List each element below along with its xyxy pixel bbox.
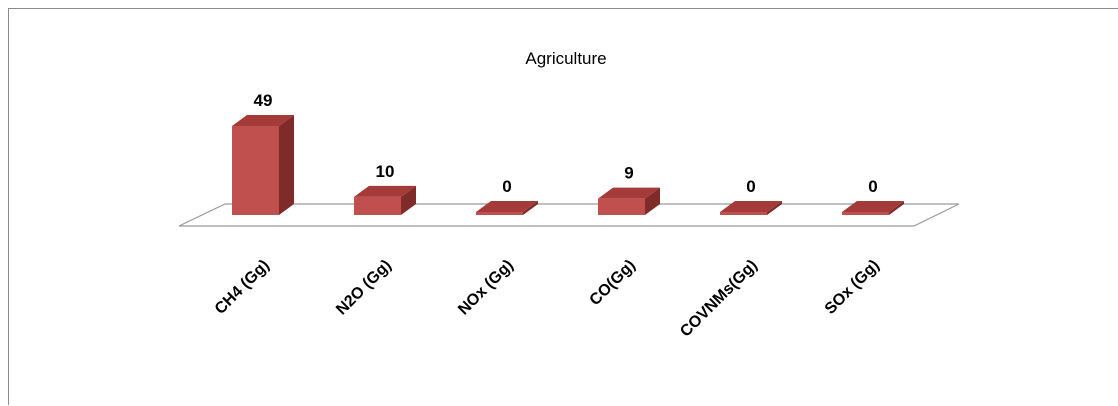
bar-front-face [232,126,279,215]
bar-side-face [401,185,416,215]
data-labels-layer: 49 10 0 9 0 0 [254,91,878,196]
data-label: 0 [868,177,877,196]
category-label: NOx (Gg) [455,257,517,319]
data-label: 10 [376,162,395,181]
agriculture-bar-chart: Agriculture 49 10 0 9 0 0 CH4 (Gg) N2O (Gg) NOx… [178,49,960,341]
data-label: 49 [254,91,273,110]
bar-1 [232,115,294,215]
bar-front-face [598,198,645,215]
bar-front-face [476,212,523,215]
bar-front-face [720,212,767,215]
category-label: SOx (Gg) [822,257,883,318]
bar-front-face [354,196,401,215]
bar-top-face [476,201,538,212]
bar-side-face [279,115,294,215]
bar-top-face [354,185,416,197]
bar-5 [720,201,782,215]
bars-layer [232,115,904,215]
data-label: 0 [746,177,755,196]
category-label: CH4 (Gg) [212,257,273,318]
category-labels-layer: CH4 (Gg) N2O (Gg) NOx (Gg) CO(Gg) COVNMs(Gg)… [212,257,883,341]
category-label: N2O (Gg) [333,257,395,319]
bar-top-face [720,201,782,212]
bar-4 [598,187,660,215]
bar-top-face [842,201,904,212]
bar-side-face [523,201,538,215]
chart-frame: Agriculture 49 10 0 9 0 0 CH4 (Gg) N2O (Gg) NOx… [8,8,1118,405]
bar-side-face [645,187,660,215]
data-label: 9 [624,164,633,183]
data-label: 0 [502,177,511,196]
category-label: CO(Gg) [587,257,639,309]
bar-front-face [842,212,889,215]
bar-3 [476,201,538,215]
bar-2 [354,185,416,215]
category-label: COVNMs(Gg) [677,257,761,341]
chart-title: Agriculture [525,49,606,68]
bar-side-face [767,201,782,215]
bar-top-face [598,187,660,199]
bar-6 [842,201,904,215]
bar-top-face [232,115,294,126]
bar-side-face [889,201,904,215]
